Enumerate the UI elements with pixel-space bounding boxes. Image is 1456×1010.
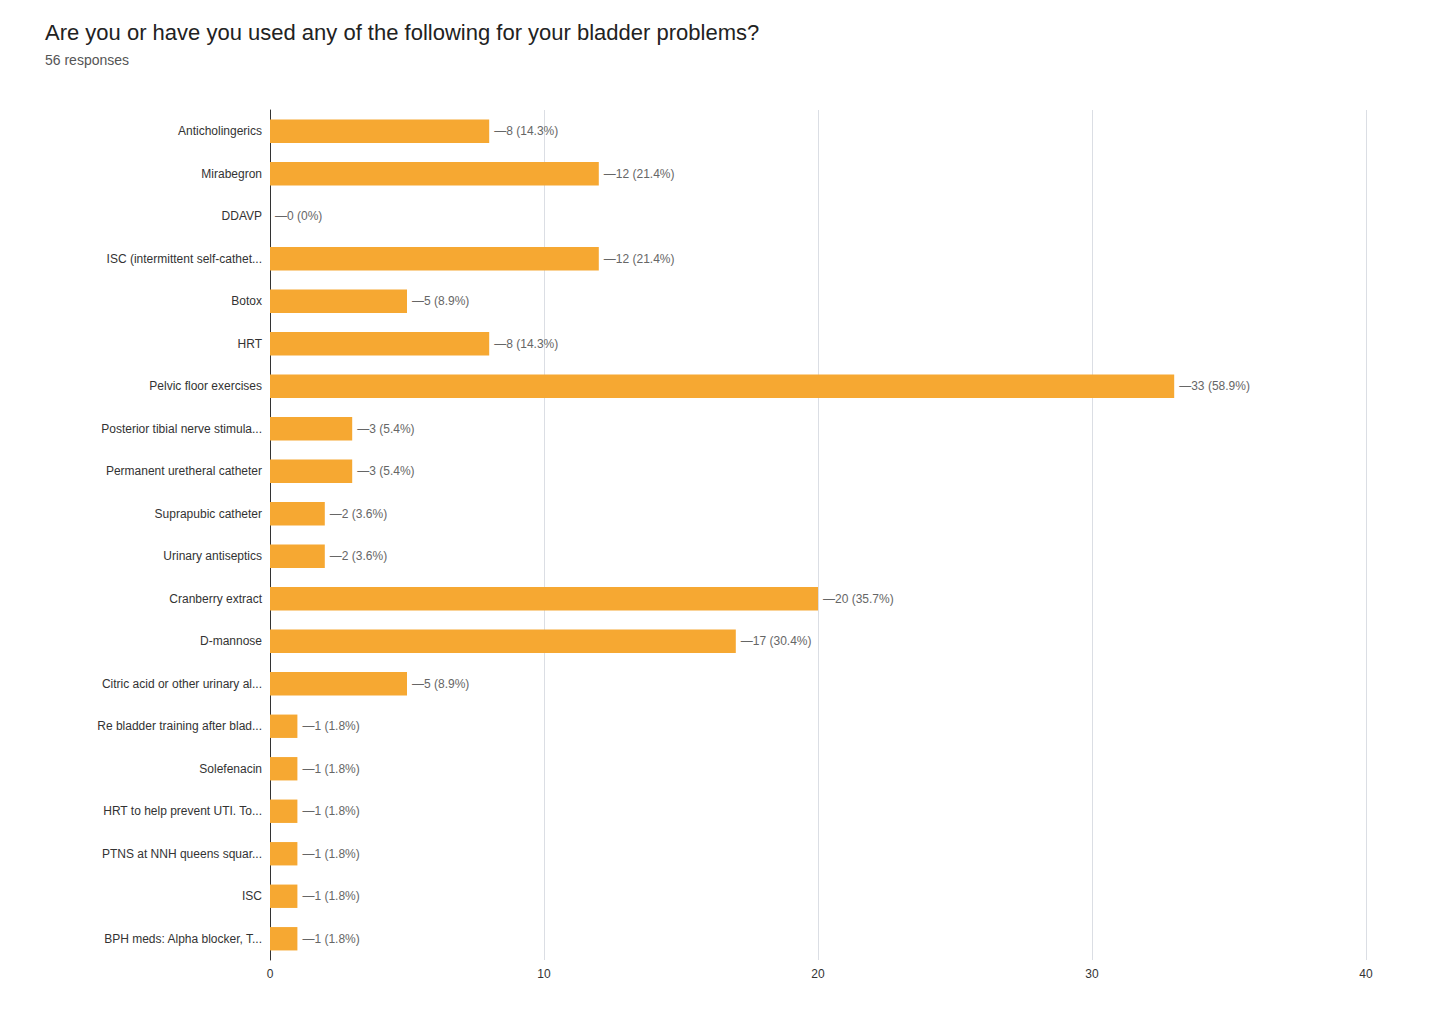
- svg-text:Mirabegron: Mirabegron: [201, 167, 262, 181]
- svg-text:10: 10: [537, 967, 551, 981]
- svg-text:Urinary antiseptics: Urinary antiseptics: [163, 549, 262, 563]
- svg-text:—5 (8.9%): —5 (8.9%): [412, 677, 469, 691]
- svg-text:—1 (1.8%): —1 (1.8%): [302, 889, 359, 903]
- svg-text:Botox: Botox: [231, 294, 262, 308]
- svg-text:—8 (14.3%): —8 (14.3%): [494, 124, 558, 138]
- svg-text:DDAVP: DDAVP: [222, 209, 262, 223]
- svg-text:—3 (5.4%): —3 (5.4%): [357, 464, 414, 478]
- svg-text:Permanent uretheral catheter: Permanent uretheral catheter: [106, 464, 262, 478]
- svg-text:40: 40: [1359, 967, 1373, 981]
- svg-text:—20 (35.7%): —20 (35.7%): [823, 592, 894, 606]
- svg-text:—1 (1.8%): —1 (1.8%): [302, 932, 359, 946]
- svg-text:—5 (8.9%): —5 (8.9%): [412, 294, 469, 308]
- svg-text:—12 (21.4%): —12 (21.4%): [604, 167, 675, 181]
- svg-text:—17 (30.4%): —17 (30.4%): [741, 634, 812, 648]
- svg-text:—3 (5.4%): —3 (5.4%): [357, 422, 414, 436]
- svg-text:D-mannose: D-mannose: [200, 634, 262, 648]
- svg-text:Posterior tibial nerve stimula: Posterior tibial nerve stimula...: [101, 422, 262, 436]
- svg-text:HRT to help prevent UTI. To...: HRT to help prevent UTI. To...: [103, 804, 262, 818]
- svg-text:0: 0: [267, 967, 274, 981]
- svg-text:Citric acid or other urinary a: Citric acid or other urinary al...: [102, 677, 262, 691]
- svg-text:56 responses: 56 responses: [45, 52, 129, 68]
- svg-text:—1 (1.8%): —1 (1.8%): [302, 847, 359, 861]
- svg-text:Re bladder training after blad: Re bladder training after blad...: [97, 719, 262, 733]
- svg-text:—1 (1.8%): —1 (1.8%): [302, 762, 359, 776]
- svg-text:Suprapubic catheter: Suprapubic catheter: [155, 507, 262, 521]
- svg-text:Solefenacin: Solefenacin: [199, 762, 262, 776]
- svg-text:HRT: HRT: [238, 337, 263, 351]
- svg-text:Are you or have you used any o: Are you or have you used any of the foll…: [45, 20, 759, 45]
- svg-text:—2 (3.6%): —2 (3.6%): [330, 507, 387, 521]
- svg-text:Anticholingerics: Anticholingerics: [178, 124, 262, 138]
- svg-text:—12 (21.4%): —12 (21.4%): [604, 252, 675, 266]
- svg-text:—33 (58.9%): —33 (58.9%): [1179, 379, 1250, 393]
- svg-text:30: 30: [1085, 967, 1099, 981]
- svg-text:—1 (1.8%): —1 (1.8%): [302, 804, 359, 818]
- svg-text:Pelvic floor exercises: Pelvic floor exercises: [149, 379, 262, 393]
- svg-text:—1 (1.8%): —1 (1.8%): [302, 719, 359, 733]
- svg-text:20: 20: [811, 967, 825, 981]
- svg-text:—2 (3.6%): —2 (3.6%): [330, 549, 387, 563]
- svg-text:PTNS at NNH queens squar...: PTNS at NNH queens squar...: [102, 847, 262, 861]
- svg-text:ISC: ISC: [242, 889, 262, 903]
- svg-text:ISC (intermittent self-cathet.: ISC (intermittent self-cathet...: [107, 252, 262, 266]
- svg-text:Cranberry extract: Cranberry extract: [169, 592, 262, 606]
- svg-text:—0 (0%): —0 (0%): [275, 209, 322, 223]
- svg-text:—8 (14.3%): —8 (14.3%): [494, 337, 558, 351]
- svg-text:BPH meds: Alpha blocker, T...: BPH meds: Alpha blocker, T...: [104, 932, 262, 946]
